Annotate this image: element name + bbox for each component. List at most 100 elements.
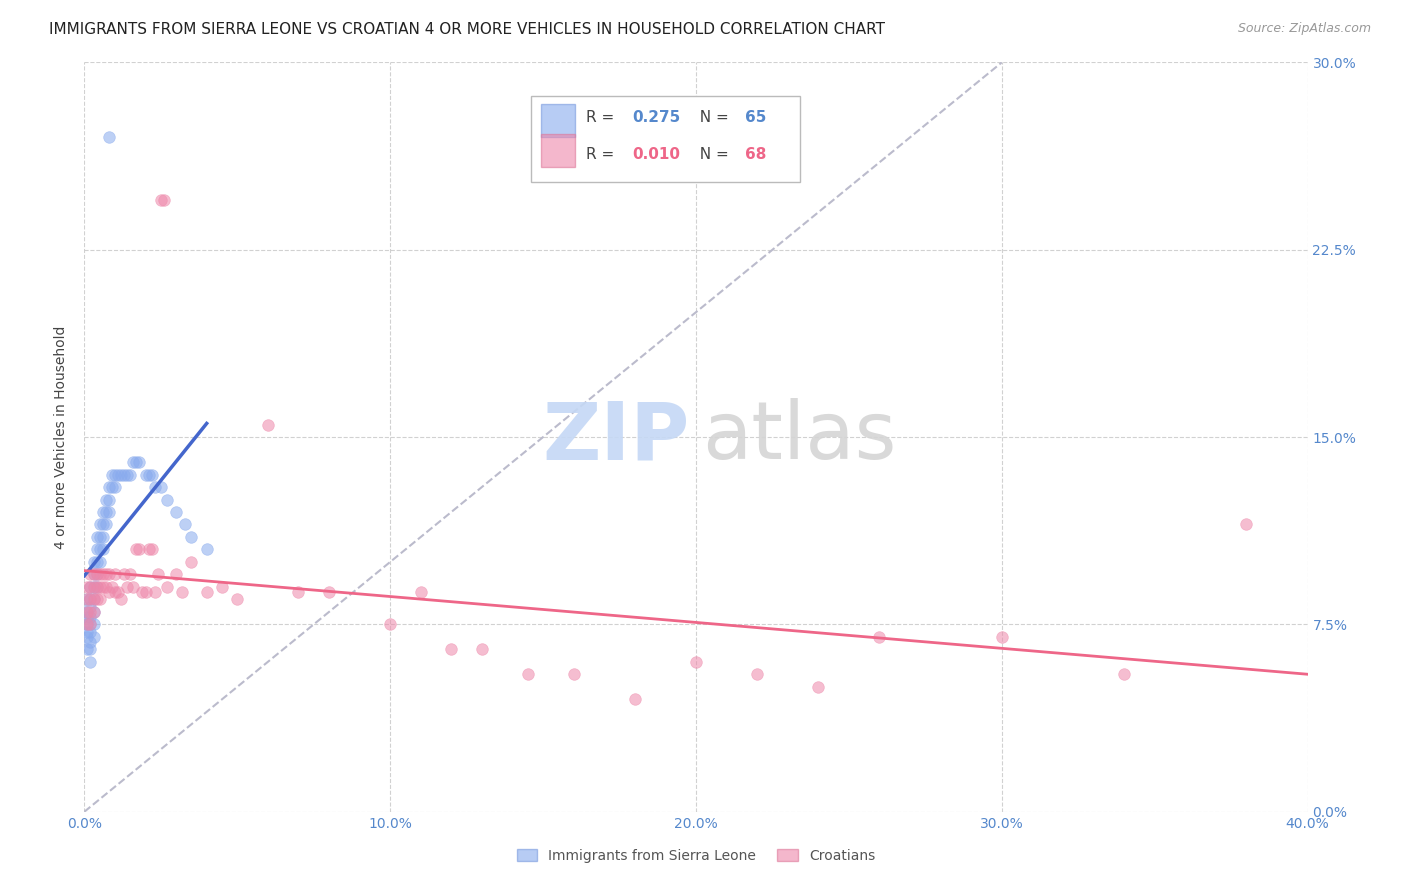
Point [86,580,108,594]
Point [125,542,148,557]
Point [195,585,218,599]
Point [143,480,166,494]
Text: ZIP: ZIP [543,398,690,476]
Point [79,599,101,614]
Point [89,517,111,532]
Point [287,585,309,599]
Point [94,492,117,507]
Point [79,617,101,632]
Point [624,692,647,706]
Text: 68: 68 [745,147,766,162]
Point [79,605,101,619]
Point [83,630,105,644]
Point [91,530,114,544]
Point [89,580,111,594]
Point [79,580,101,594]
Point [97,585,120,599]
Point [165,505,187,519]
Point [107,467,129,482]
Point [143,585,166,599]
Point [89,555,111,569]
Point [104,467,127,482]
Point [112,467,135,482]
Point [1114,667,1136,681]
Point [83,605,105,619]
Point [104,567,127,582]
Point [76,617,98,632]
Point [89,542,111,557]
Point [86,567,108,582]
Point [180,555,202,569]
Point [89,530,111,544]
Point [83,580,105,594]
Point [91,580,114,594]
Point [409,585,432,599]
Point [318,585,340,599]
Bar [541,134,575,168]
Point [471,642,494,657]
Point [156,492,179,507]
Point [149,193,172,207]
Point [79,617,101,632]
Point [83,580,105,594]
Point [131,585,153,599]
Point [76,592,98,607]
Point [86,542,108,557]
Point [226,592,249,607]
Point [94,580,117,594]
Point [97,480,120,494]
Legend: Immigrants from Sierra Leone, Croatians: Immigrants from Sierra Leone, Croatians [510,843,882,869]
Point [685,655,707,669]
Point [89,592,111,607]
Point [107,585,129,599]
Point [141,542,163,557]
Point [120,467,142,482]
Point [562,667,585,681]
Point [76,630,98,644]
Point [516,667,538,681]
Point [135,467,157,482]
Point [115,467,138,482]
Point [156,580,179,594]
Point [211,580,233,594]
Point [104,585,127,599]
Point [122,580,145,594]
Point [79,610,101,624]
Y-axis label: 4 or more Vehicles in Household: 4 or more Vehicles in Household [55,326,69,549]
Point [89,567,111,582]
Point [83,567,105,582]
Point [1236,517,1258,532]
Point [101,480,124,494]
Point [83,555,105,569]
Point [79,642,101,657]
Text: atlas: atlas [702,398,897,476]
Point [165,567,187,582]
Point [86,530,108,544]
Point [79,580,101,594]
Point [991,630,1014,644]
Point [91,517,114,532]
Point [86,592,108,607]
Point [138,467,160,482]
Point [172,585,194,599]
Point [101,580,124,594]
Point [104,480,127,494]
Point [112,567,135,582]
Point [180,530,202,544]
Point [195,542,218,557]
Text: R =: R = [586,110,619,125]
Point [153,193,176,207]
Point [91,542,114,557]
Point [79,567,101,582]
Point [83,592,105,607]
Text: N =: N = [690,110,734,125]
Text: 65: 65 [745,110,766,125]
Point [79,624,101,639]
Point [94,505,117,519]
Point [869,630,891,644]
Point [91,505,114,519]
Point [110,592,132,607]
Text: Source: ZipAtlas.com: Source: ZipAtlas.com [1237,22,1371,36]
Point [76,624,98,639]
Point [149,480,172,494]
